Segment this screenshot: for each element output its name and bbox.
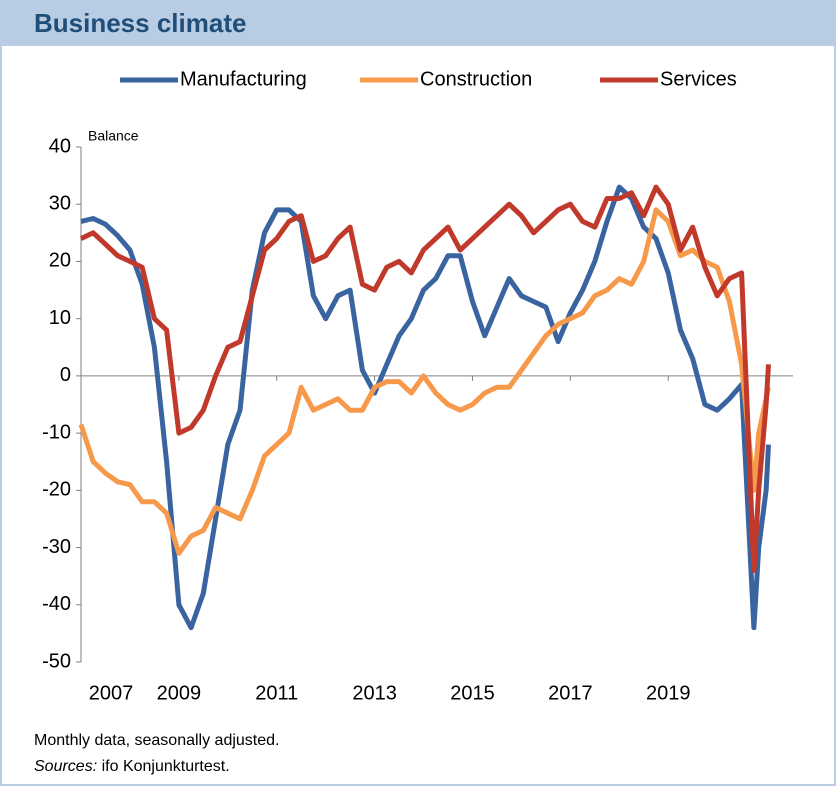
y-tick-label: 40 [49, 135, 71, 157]
y-tick-label: 20 [49, 250, 71, 272]
y-tick-label: -30 [42, 536, 71, 558]
y-tick-label: 0 [60, 364, 71, 386]
sources: Sources: ifo Konjunkturtest. [34, 758, 230, 775]
y-tick-label: -10 [42, 421, 71, 443]
series-line [79, 184, 771, 573]
series-line [78, 207, 771, 556]
y-axis-label: Balance [88, 128, 139, 144]
y-tick-label: 10 [49, 307, 71, 329]
x-tick-label: 2013 [352, 682, 397, 704]
x-tick-label: 2017 [548, 682, 593, 704]
legend-label: Manufacturing [180, 68, 307, 90]
sources-text: ifo Konjunkturtest. [102, 758, 230, 775]
header-band [0, 0, 836, 45]
y-tick-label: -50 [42, 650, 71, 672]
frame [0, 44, 836, 786]
y-tick-label: -20 [42, 479, 71, 501]
y-tick-label: 30 [49, 193, 71, 215]
legend-label: Construction [420, 68, 532, 90]
series-line [80, 184, 771, 631]
sources-label: Sources: [34, 758, 97, 775]
x-tick-label: 2007 [89, 682, 134, 704]
x-tick-label: 2015 [450, 682, 495, 704]
chart-title: Business climate [34, 8, 246, 38]
footnote: Monthly data, seasonally adjusted. [34, 732, 279, 749]
x-tick-label: 2009 [157, 682, 202, 704]
y-tick-label: -40 [42, 593, 71, 615]
x-tick-label: 2019 [646, 682, 691, 704]
x-tick-label: 2011 [255, 682, 298, 704]
legend-label: Services [660, 68, 737, 90]
